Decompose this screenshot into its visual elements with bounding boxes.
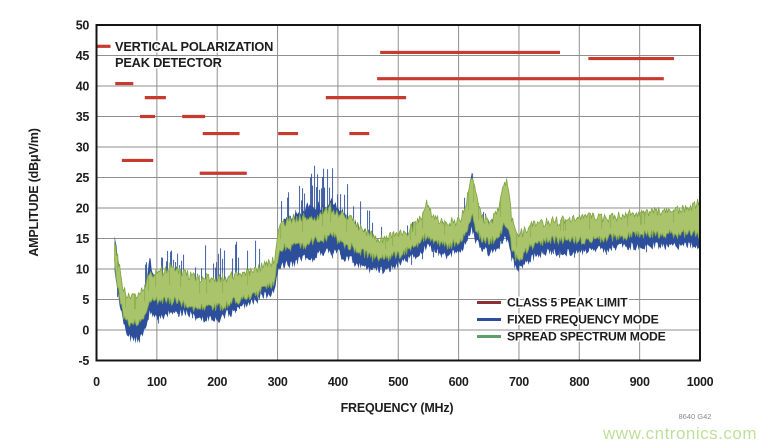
x-tick-label: 500 [388, 375, 408, 389]
legend-label-3: SPREAD SPECTRUM MODE [507, 330, 666, 344]
legend-label-1: CLASS 5 PEAK LIMIT [507, 296, 628, 310]
x-tick-label: 300 [268, 375, 288, 389]
y-tick-label: 25 [76, 171, 90, 185]
x-tick-label: 800 [569, 375, 589, 389]
tick-labels: 0 100 200 300 400 500 600 700 800 900 1000 -5 0 5 10 15… [76, 19, 714, 390]
y-tick-label: 40 [76, 80, 90, 94]
x-tick-label: 200 [207, 375, 227, 389]
x-tick-label: 1000 [687, 375, 714, 389]
class5-limit-segments [115, 50, 675, 175]
x-tick-label: 900 [630, 375, 650, 389]
y-tick-label: 20 [76, 202, 90, 216]
x-tick-label: 100 [147, 375, 167, 389]
y-tick-label: 5 [82, 293, 89, 307]
annotation-line1: VERTICAL POLARIZATION [115, 39, 273, 54]
spread-spectrum-trace-spikes [117, 180, 675, 310]
x-tick-label: 600 [449, 375, 469, 389]
y-tick-label: -5 [78, 354, 89, 368]
y-tick-label: 15 [76, 232, 90, 246]
figure-code: 8640 G42 [679, 412, 712, 421]
y-tick-label: 0 [82, 324, 89, 338]
y-tick-label: 30 [76, 141, 90, 155]
legend: CLASS 5 PEAK LIMIT FIXED FREQUENCY MODE SP… [477, 294, 667, 345]
y-tick-label: 10 [76, 263, 90, 277]
y-tick-label: 45 [76, 49, 90, 63]
x-tick-label: 400 [328, 375, 348, 389]
plot-border-rect [95, 24, 701, 362]
watermark: www.cntronics.com [602, 424, 757, 443]
legend-label-2: FIXED FREQUENCY MODE [507, 313, 659, 327]
x-tick-label: 700 [509, 375, 529, 389]
y-axis-label: AMPLITUDE (dBμV/m) [27, 128, 41, 256]
plot-border [95, 24, 701, 362]
annotation-line2: PEAK DETECTOR [115, 55, 222, 70]
x-tick-label: 0 [93, 375, 100, 389]
fixed-frequency-trace-band [114, 172, 700, 344]
x-axis-label: FREQUENCY (MHz) [341, 401, 454, 415]
y-tick-label: 50 [76, 19, 90, 33]
y-tick-label: 35 [76, 110, 90, 124]
